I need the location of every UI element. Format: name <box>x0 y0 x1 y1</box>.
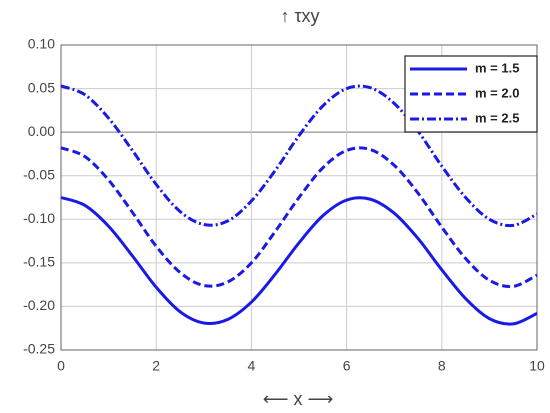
y-tick-label: -0.10 <box>23 210 55 226</box>
y-tick-label: -0.15 <box>23 254 55 270</box>
legend-label: m = 2.0 <box>475 85 519 100</box>
y-tick-label: 0.05 <box>28 79 55 95</box>
x-tick-label: 0 <box>57 358 65 374</box>
legend: m = 1.5 m = 2.0 m = 2.5 <box>404 55 538 133</box>
chart-title: ↑ τxy <box>280 6 319 26</box>
series-line <box>60 146 538 289</box>
x-tick-label: 6 <box>343 358 351 374</box>
series-line <box>60 84 538 228</box>
x-tick-label: 10 <box>529 358 545 374</box>
y-tick-label: -0.20 <box>23 297 55 313</box>
x-tick-label: 8 <box>438 358 446 374</box>
x-tick-label: 2 <box>152 358 160 374</box>
x-axis-label: ⟵ x ⟶ <box>263 389 334 409</box>
legend-label: m = 2.5 <box>475 110 519 125</box>
y-tick-label: 0.10 <box>28 36 55 52</box>
y-tick-label: 0.00 <box>28 123 55 139</box>
series-line <box>60 196 538 326</box>
y-tick-label: -0.05 <box>23 166 55 182</box>
legend-label: m = 1.5 <box>475 60 519 75</box>
y-tick-label: -0.25 <box>23 341 55 357</box>
x-tick-label: 4 <box>248 358 256 374</box>
